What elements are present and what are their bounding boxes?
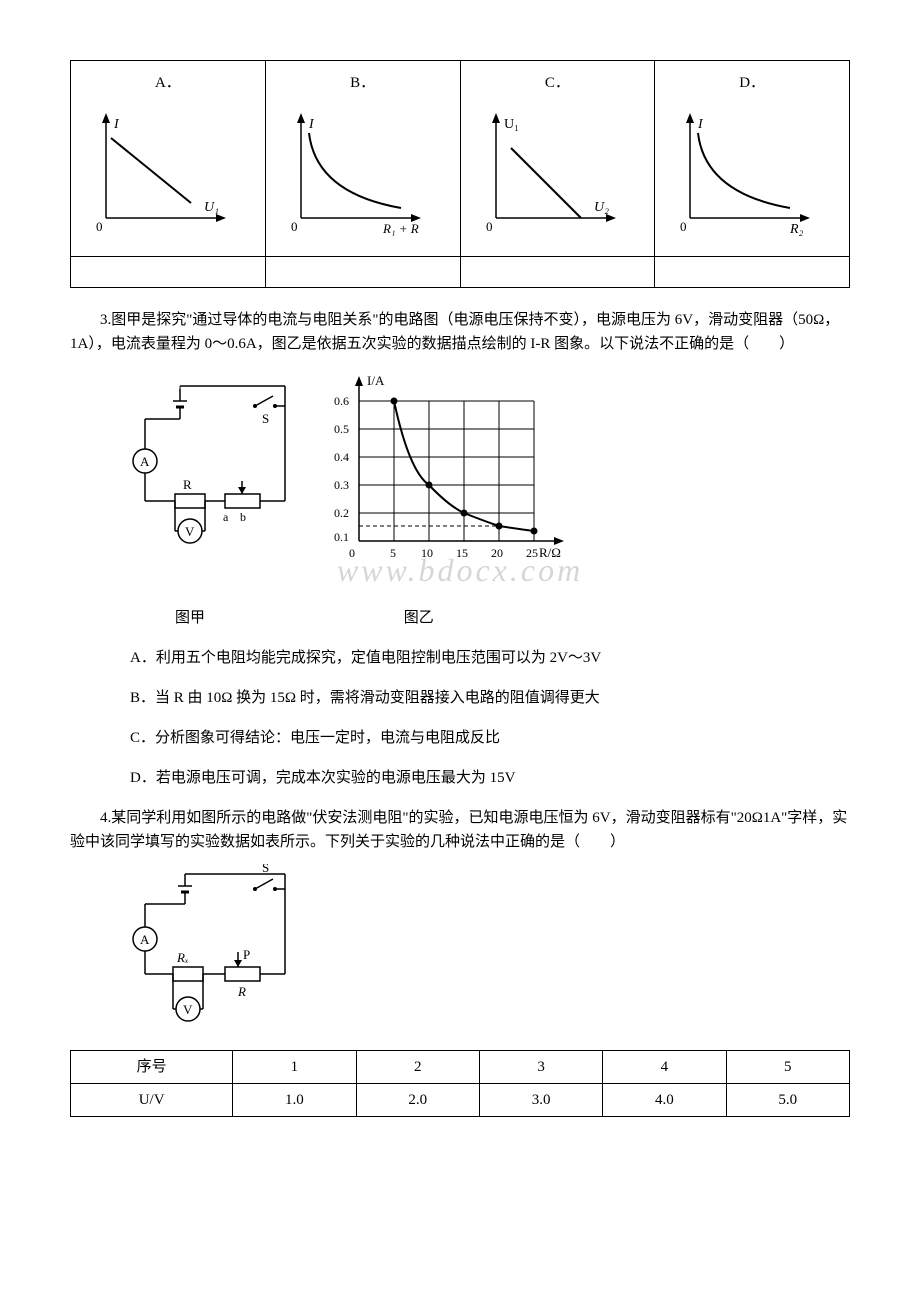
q3-option-a: A．利用五个电阻均能完成探究，定值电阻控制电压范围可以为 2V～3V — [130, 646, 850, 670]
cell: 3 — [479, 1051, 602, 1084]
svg-text:0.6: 0.6 — [334, 394, 349, 408]
origin-label: 0 — [291, 219, 298, 234]
y-axis-label: I — [697, 117, 704, 132]
cell: 5.0 — [726, 1084, 849, 1117]
caption-right: 图乙 — [319, 606, 519, 630]
graph-d-svg: I R₂ 0 — [660, 103, 820, 243]
y-axis-label: U₁ — [504, 117, 519, 132]
graph-cell-a: A． I U₁ 0 — [71, 61, 266, 257]
svg-text:0.1: 0.1 — [334, 530, 349, 544]
graph-option-table: A． I U₁ 0 B． I R₁ + R 0 — [70, 60, 850, 288]
svg-text:I/A: I/A — [367, 373, 385, 388]
graph-c-svg: U₁ U₂ 0 — [466, 103, 626, 243]
graph-cell-b: B． I R₁ + R 0 — [265, 61, 460, 257]
svg-text:b: b — [240, 510, 246, 524]
svg-text:0.2: 0.2 — [334, 506, 349, 520]
q3-captions: 图甲 图乙 — [125, 606, 850, 630]
svg-text:V: V — [183, 1002, 193, 1017]
svg-text:10: 10 — [421, 546, 433, 560]
cell: 3.0 — [479, 1084, 602, 1117]
table-row: 序号 1 2 3 4 5 — [71, 1051, 850, 1084]
q3-text: 3.图甲是探究"通过导体的电流与电阻关系"的电路图（电源电压保持不变），电源电压… — [70, 308, 850, 356]
cell: 5 — [726, 1051, 849, 1084]
svg-text:0.5: 0.5 — [334, 422, 349, 436]
graph-b-svg: I R₁ + R 0 — [271, 103, 431, 243]
svg-text:0.3: 0.3 — [334, 478, 349, 492]
cell: 2 — [356, 1051, 479, 1084]
graph-a-svg: I U₁ 0 — [76, 103, 236, 243]
row-header: U/V — [71, 1084, 233, 1117]
y-axis-label: I — [308, 117, 315, 132]
q4-text: 4.某同学利用如图所示的电路做"伏安法测电阻"的实验，已知电源电压恒为 6V，滑… — [70, 806, 850, 854]
svg-text:15: 15 — [456, 546, 468, 560]
graph-label-c: C． — [466, 71, 650, 95]
cell: 1 — [233, 1051, 356, 1084]
svg-text:0: 0 — [349, 546, 355, 560]
q3-option-d: D．若电源电压可调，完成本次实验的电源电压最大为 15V — [130, 766, 850, 790]
svg-text:R: R — [183, 477, 192, 492]
q3-options: A．利用五个电阻均能完成探究，定值电阻控制电压范围可以为 2V～3V B．当 R… — [130, 646, 850, 790]
cell: 4.0 — [603, 1084, 726, 1117]
cell: 4 — [603, 1051, 726, 1084]
x-axis-label: R₂ — [789, 222, 804, 237]
svg-text:A: A — [140, 454, 150, 469]
svg-text:S: S — [262, 864, 269, 875]
graph-label-b: B． — [271, 71, 455, 95]
svg-text:5: 5 — [390, 546, 396, 560]
svg-text:P: P — [243, 947, 250, 962]
q3-chart-svg: I/A R/Ω 0.6 0.5 0.4 0.3 0.2 0.1 0 — [319, 371, 579, 571]
svg-text:R/Ω: R/Ω — [539, 545, 561, 560]
svg-text:Rₓ: Rₓ — [176, 950, 189, 965]
cell: 1.0 — [233, 1084, 356, 1117]
origin-label: 0 — [96, 219, 103, 234]
graph-label-d: D． — [660, 71, 844, 95]
origin-label: 0 — [680, 219, 687, 234]
svg-text:a: a — [223, 510, 229, 524]
svg-text:V: V — [185, 524, 195, 539]
q3-figure: S A R a b V — [125, 371, 850, 579]
q3-option-b: B．当 R 由 10Ω 换为 15Ω 时，需将滑动变阻器接入电路的阻值调得更大 — [130, 686, 850, 710]
q4-figure: S A Rₓ P R V — [125, 864, 850, 1042]
row-header: 序号 — [71, 1051, 233, 1084]
origin-label: 0 — [486, 219, 493, 234]
graph-cell-d: D． I R₂ 0 — [655, 61, 850, 257]
y-axis-label: I — [113, 117, 120, 132]
x-axis-label: U₂ — [594, 200, 609, 215]
svg-text:R: R — [237, 984, 246, 999]
q4-circuit-svg: S A Rₓ P R V — [125, 864, 325, 1034]
svg-text:A: A — [140, 932, 150, 947]
q4-data-table: 序号 1 2 3 4 5 U/V 1.0 2.0 3.0 4.0 5.0 — [70, 1050, 850, 1117]
svg-text:25: 25 — [526, 546, 538, 560]
svg-text:S: S — [262, 411, 269, 426]
caption-left: 图甲 — [125, 606, 255, 630]
svg-text:0.4: 0.4 — [334, 450, 349, 464]
table-row: U/V 1.0 2.0 3.0 4.0 5.0 — [71, 1084, 850, 1117]
x-axis-label: U₁ — [204, 200, 219, 215]
cell: 2.0 — [356, 1084, 479, 1117]
graph-cell-c: C． U₁ U₂ 0 — [460, 61, 655, 257]
x-axis-label: R₁ + R — [382, 221, 419, 236]
graph-label-a: A． — [76, 71, 260, 95]
svg-text:20: 20 — [491, 546, 503, 560]
q3-circuit-svg: S A R a b V — [125, 371, 315, 561]
q3-option-c: C．分析图象可得结论：电压一定时，电流与电阻成反比 — [130, 726, 850, 750]
